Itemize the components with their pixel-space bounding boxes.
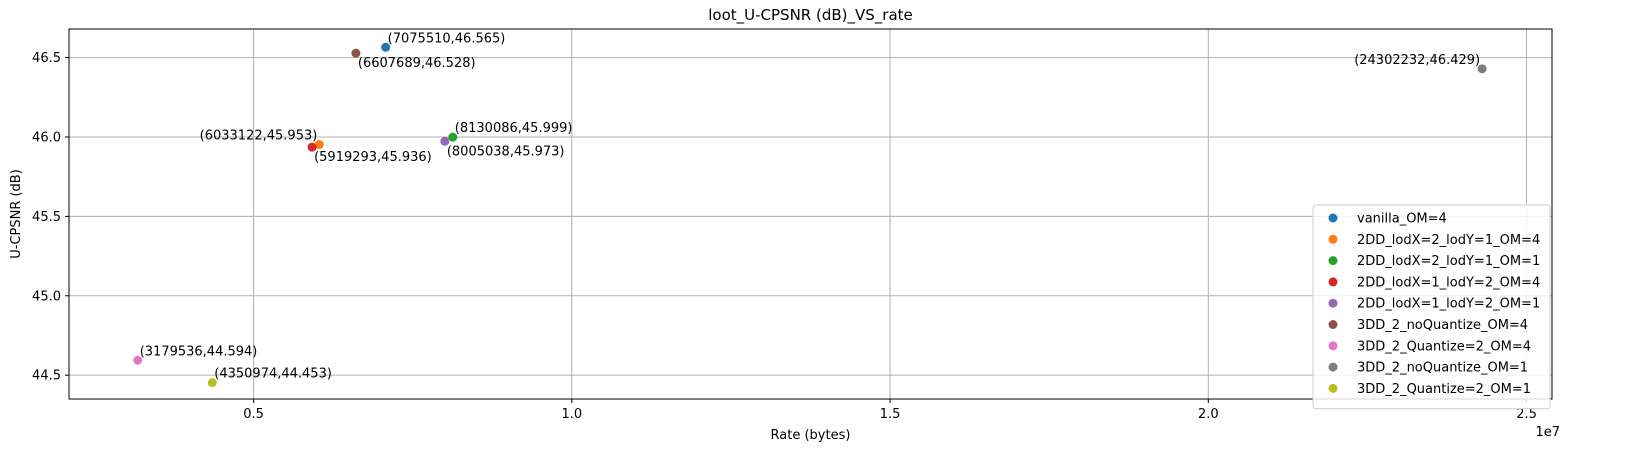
legend-marker [1328, 341, 1338, 351]
x-tick-label: 2.5 [1516, 407, 1537, 422]
data-label: (7075510,46.565) [388, 31, 506, 46]
x-axis-label: Rate (bytes) [771, 428, 851, 443]
y-tick-label: 45.0 [32, 289, 61, 304]
data-point [314, 139, 324, 149]
legend: vanilla_OM=4 2DD_lodX=2_lodY=1_OM=4 2DD_lo… [1312, 204, 1551, 410]
legend-marker [1328, 298, 1338, 308]
legend-label: 2DD_lodX=2_lodY=1_OM=4 [1357, 233, 1540, 248]
data-label: (24302232,46.429) [1354, 53, 1480, 68]
data-point [1477, 64, 1487, 74]
legend-label: 2DD_lodX=1_lodY=2_OM=4 [1357, 275, 1540, 290]
data-label: (8130086,45.999) [455, 121, 573, 136]
point-annotations: (7075510,46.565) (6033122,45.953) (8130086… [140, 31, 1480, 381]
legend-label: 3DD_2_noQuantize_OM=4 [1357, 318, 1528, 333]
data-point [133, 355, 143, 365]
y-axis-label: U-CPSNR (dB) [9, 169, 24, 259]
data-point [381, 42, 391, 52]
x-tick-label: 2.0 [1198, 407, 1219, 422]
data-point [207, 378, 217, 388]
data-label: (3179536,44.594) [140, 344, 258, 359]
data-label: (4350974,44.453) [214, 367, 332, 382]
data-point [448, 132, 458, 142]
y-tick-label: 45.5 [32, 210, 61, 225]
legend-label: 2DD_lodX=1_lodY=2_OM=1 [1357, 297, 1540, 312]
y-tick-label: 46.0 [32, 130, 61, 145]
y-tick-label: 44.5 [32, 369, 61, 384]
axis-ticks: 0.5 1.0 1.5 2.0 2.5 44.5 45.0 45.5 46.0 46.5 [32, 51, 1537, 422]
legend-label: 3DD_2_noQuantize_OM=1 [1357, 361, 1528, 376]
legend-box [1312, 204, 1551, 410]
y-tick-label: 46.5 [32, 51, 61, 66]
legend-marker [1328, 213, 1338, 223]
chart-title: loot_U-CPSNR (dB)_VS_rate [708, 6, 913, 25]
legend-label: 3DD_2_Quantize=2_OM=1 [1357, 382, 1531, 397]
x-axis-offset-label: 1e7 [1535, 425, 1560, 440]
data-label: (5919293,45.936) [314, 150, 432, 165]
data-label: (8005038,45.973) [447, 144, 565, 159]
legend-marker [1328, 362, 1338, 372]
data-point [440, 136, 450, 146]
legend-marker [1328, 277, 1338, 287]
data-point [351, 48, 361, 58]
legend-marker [1328, 320, 1338, 329]
x-tick-label: 1.5 [880, 407, 901, 422]
data-point [307, 142, 317, 152]
legend-label: vanilla_OM=4 [1357, 212, 1447, 227]
plot-frame [68, 28, 1553, 400]
legend-marker [1328, 256, 1338, 266]
legend-label: 2DD_lodX=2_lodY=1_OM=1 [1357, 254, 1540, 269]
data-label: (6607689,46.528) [358, 56, 476, 71]
data-label: (6033122,45.953) [200, 128, 318, 143]
legend-marker [1328, 383, 1338, 393]
legend-label: 3DD_2_Quantize=2_OM=4 [1357, 339, 1531, 354]
data-points [133, 42, 1487, 388]
x-tick-label: 0.5 [243, 407, 264, 422]
x-tick-label: 1.0 [561, 407, 582, 422]
legend-marker [1328, 234, 1338, 244]
legend-items: vanilla_OM=4 2DD_lodX=2_lodY=1_OM=4 2DD_lo… [1328, 212, 1540, 397]
